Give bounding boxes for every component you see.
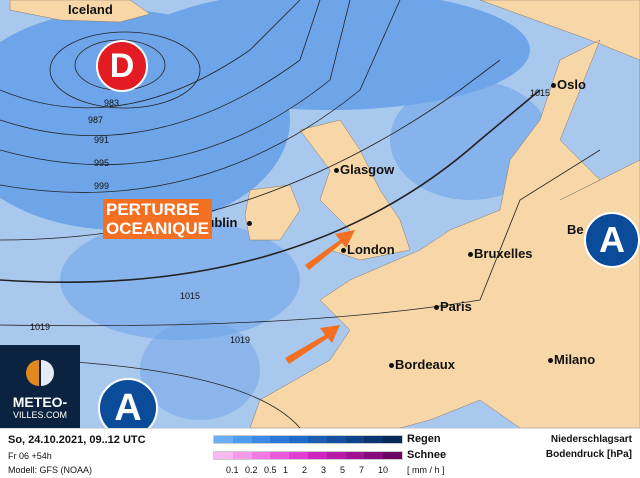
city-dot xyxy=(247,221,252,226)
city-dot xyxy=(434,305,439,310)
snow-swatch xyxy=(251,452,271,459)
snow-swatch xyxy=(232,452,252,459)
annotation-label: PERTURBE OCEANIQUE xyxy=(103,199,212,239)
scale-tick: 0.2 xyxy=(245,465,258,475)
rain-swatch xyxy=(326,436,346,443)
snow-scale xyxy=(213,451,403,460)
isobar-label: 995 xyxy=(94,158,110,168)
isobars xyxy=(0,0,601,429)
snow-swatch xyxy=(289,452,308,459)
scale-tick: 5 xyxy=(340,465,346,475)
snow-swatch xyxy=(364,452,384,459)
isobar-label: 1015 xyxy=(180,291,201,301)
forecast-run: Fr 06 +54h xyxy=(8,451,52,461)
city-label: Milano xyxy=(554,352,596,367)
legend-panel: So, 24.10.2021, 09..12 UTC Fr 06 +54h Mo… xyxy=(0,428,640,478)
rain-swatch xyxy=(289,436,308,443)
logo-icon xyxy=(26,360,54,386)
city-label: Glasgow xyxy=(340,162,395,177)
legend-title-precip: Niederschlagsart xyxy=(550,434,632,445)
snow-swatch xyxy=(345,452,365,459)
rain-swatch xyxy=(364,436,384,443)
snow-swatch xyxy=(326,452,346,459)
city-label: Bordeaux xyxy=(395,357,455,372)
isobar-label: 999 xyxy=(94,181,110,191)
weather-map: Iceland Oslo Glasgow Dublin London Bruxelles P… xyxy=(0,0,640,438)
city-dot xyxy=(468,252,473,257)
city-label: London xyxy=(347,242,395,257)
rain-swatch xyxy=(251,436,271,443)
isobar-label: 1019 xyxy=(230,335,251,345)
city-dot xyxy=(389,363,394,368)
city-dot xyxy=(548,358,553,363)
rain-swatch xyxy=(270,436,290,443)
arrows xyxy=(285,230,355,364)
isobar-label: 1019 xyxy=(30,322,51,332)
rain-swatch xyxy=(345,436,365,443)
rain-swatch xyxy=(214,436,233,443)
high-pressure-marker: A xyxy=(584,212,640,268)
logo-text: VILLES.COM xyxy=(12,410,68,420)
rain-swatch xyxy=(383,436,402,443)
snow-swatch xyxy=(214,452,233,459)
isobar-label: 1015 xyxy=(530,88,551,98)
scale-tick: 2 xyxy=(302,465,308,475)
snow-swatch xyxy=(307,452,327,459)
forecast-model: Modell: GFS (NOAA) xyxy=(8,465,93,475)
rain-label: Regen xyxy=(407,433,441,445)
map-canvas xyxy=(0,0,640,429)
scale-tick: 3 xyxy=(321,465,327,475)
unit-label: [ mm / h ] xyxy=(407,465,445,475)
snow-swatch xyxy=(270,452,290,459)
rain-swatch xyxy=(232,436,252,443)
city-dot xyxy=(341,248,346,253)
city-dot xyxy=(551,83,556,88)
annotation-line: PERTURBE xyxy=(106,200,200,219)
rain-swatch xyxy=(307,436,327,443)
isobar-label: 987 xyxy=(88,115,104,125)
logo-text: METEO- xyxy=(12,394,68,410)
city-label: Oslo xyxy=(557,77,586,92)
scale-tick: 7 xyxy=(359,465,365,475)
precipitation xyxy=(0,0,550,420)
meteo-villes-logo[interactable]: METEO- VILLES.COM xyxy=(0,345,80,428)
scale-tick: 1 xyxy=(283,465,289,475)
scale-tick: 0.5 xyxy=(264,465,277,475)
scale-tick: 0.1 xyxy=(226,465,239,475)
isobar-label: 983 xyxy=(104,98,120,108)
scale-tick: 10 xyxy=(378,465,389,475)
rain-scale xyxy=(213,435,403,444)
low-pressure-marker: D xyxy=(96,40,148,92)
snow-label: Schnee xyxy=(407,449,447,461)
legend-title-pressure: Bodendruck [hPa] xyxy=(545,449,632,460)
isobar-label: 991 xyxy=(94,135,110,145)
city-label: Be xyxy=(567,222,584,237)
city-label: Iceland xyxy=(68,2,113,17)
city-dot xyxy=(334,168,339,173)
land xyxy=(9,0,640,429)
city-label: Bruxelles xyxy=(474,246,533,261)
snow-swatch xyxy=(383,452,402,459)
forecast-date: So, 24.10.2021, 09..12 UTC xyxy=(8,434,146,446)
annotation-line: OCEANIQUE xyxy=(106,219,209,238)
city-label: Paris xyxy=(440,299,472,314)
